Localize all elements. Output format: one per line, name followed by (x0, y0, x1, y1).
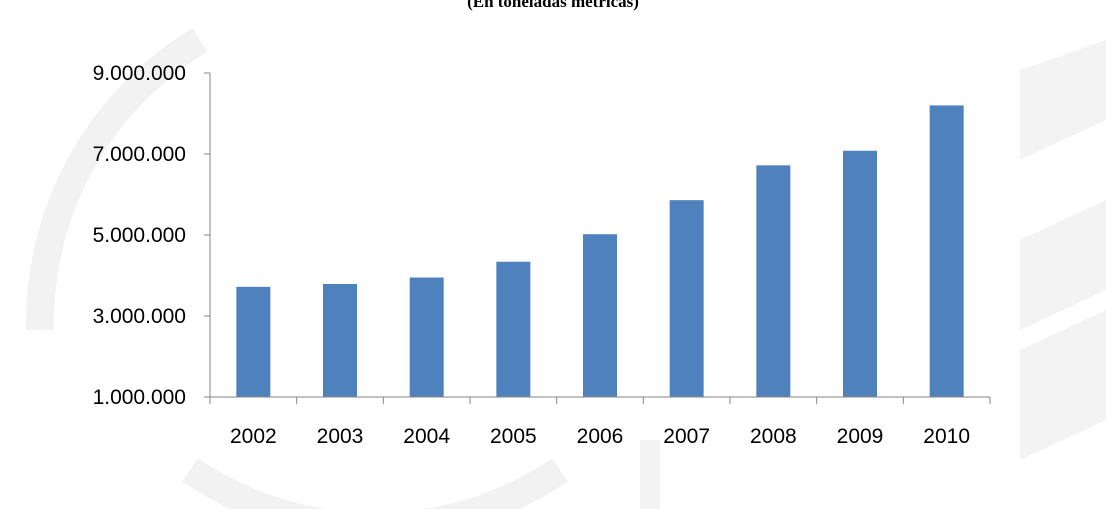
x-tick-label: 2008 (750, 425, 797, 448)
bar-2002 (236, 286, 271, 397)
bar-2009 (843, 150, 877, 397)
y-tick-label: 9.000.000 (93, 62, 186, 85)
bar-2007 (669, 200, 704, 397)
x-tick-label: 2005 (490, 425, 537, 448)
x-tick-label: 2009 (837, 425, 884, 448)
x-tick-label: 2003 (317, 425, 364, 448)
x-tick-label: 2004 (403, 425, 450, 448)
y-tick-label: 7.000.000 (93, 143, 186, 166)
bar-2006 (583, 234, 617, 397)
y-tick-label: 5.000.000 (93, 224, 186, 247)
x-tick-label: 2002 (230, 425, 277, 448)
bar-2003 (323, 284, 357, 397)
x-tick-label: 2010 (923, 425, 970, 448)
bar-2008 (756, 165, 791, 397)
x-tick-label: 2006 (577, 425, 624, 448)
x-tick-label: 2007 (663, 425, 710, 448)
chart-title: (En toneladas métricas) (467, 0, 639, 11)
bar-2004 (409, 277, 444, 397)
y-tick-label: 1.000.000 (93, 386, 186, 409)
y-tick-label: 3.000.000 (93, 305, 186, 328)
bar-2005 (496, 261, 531, 397)
bar-2010 (929, 105, 964, 398)
